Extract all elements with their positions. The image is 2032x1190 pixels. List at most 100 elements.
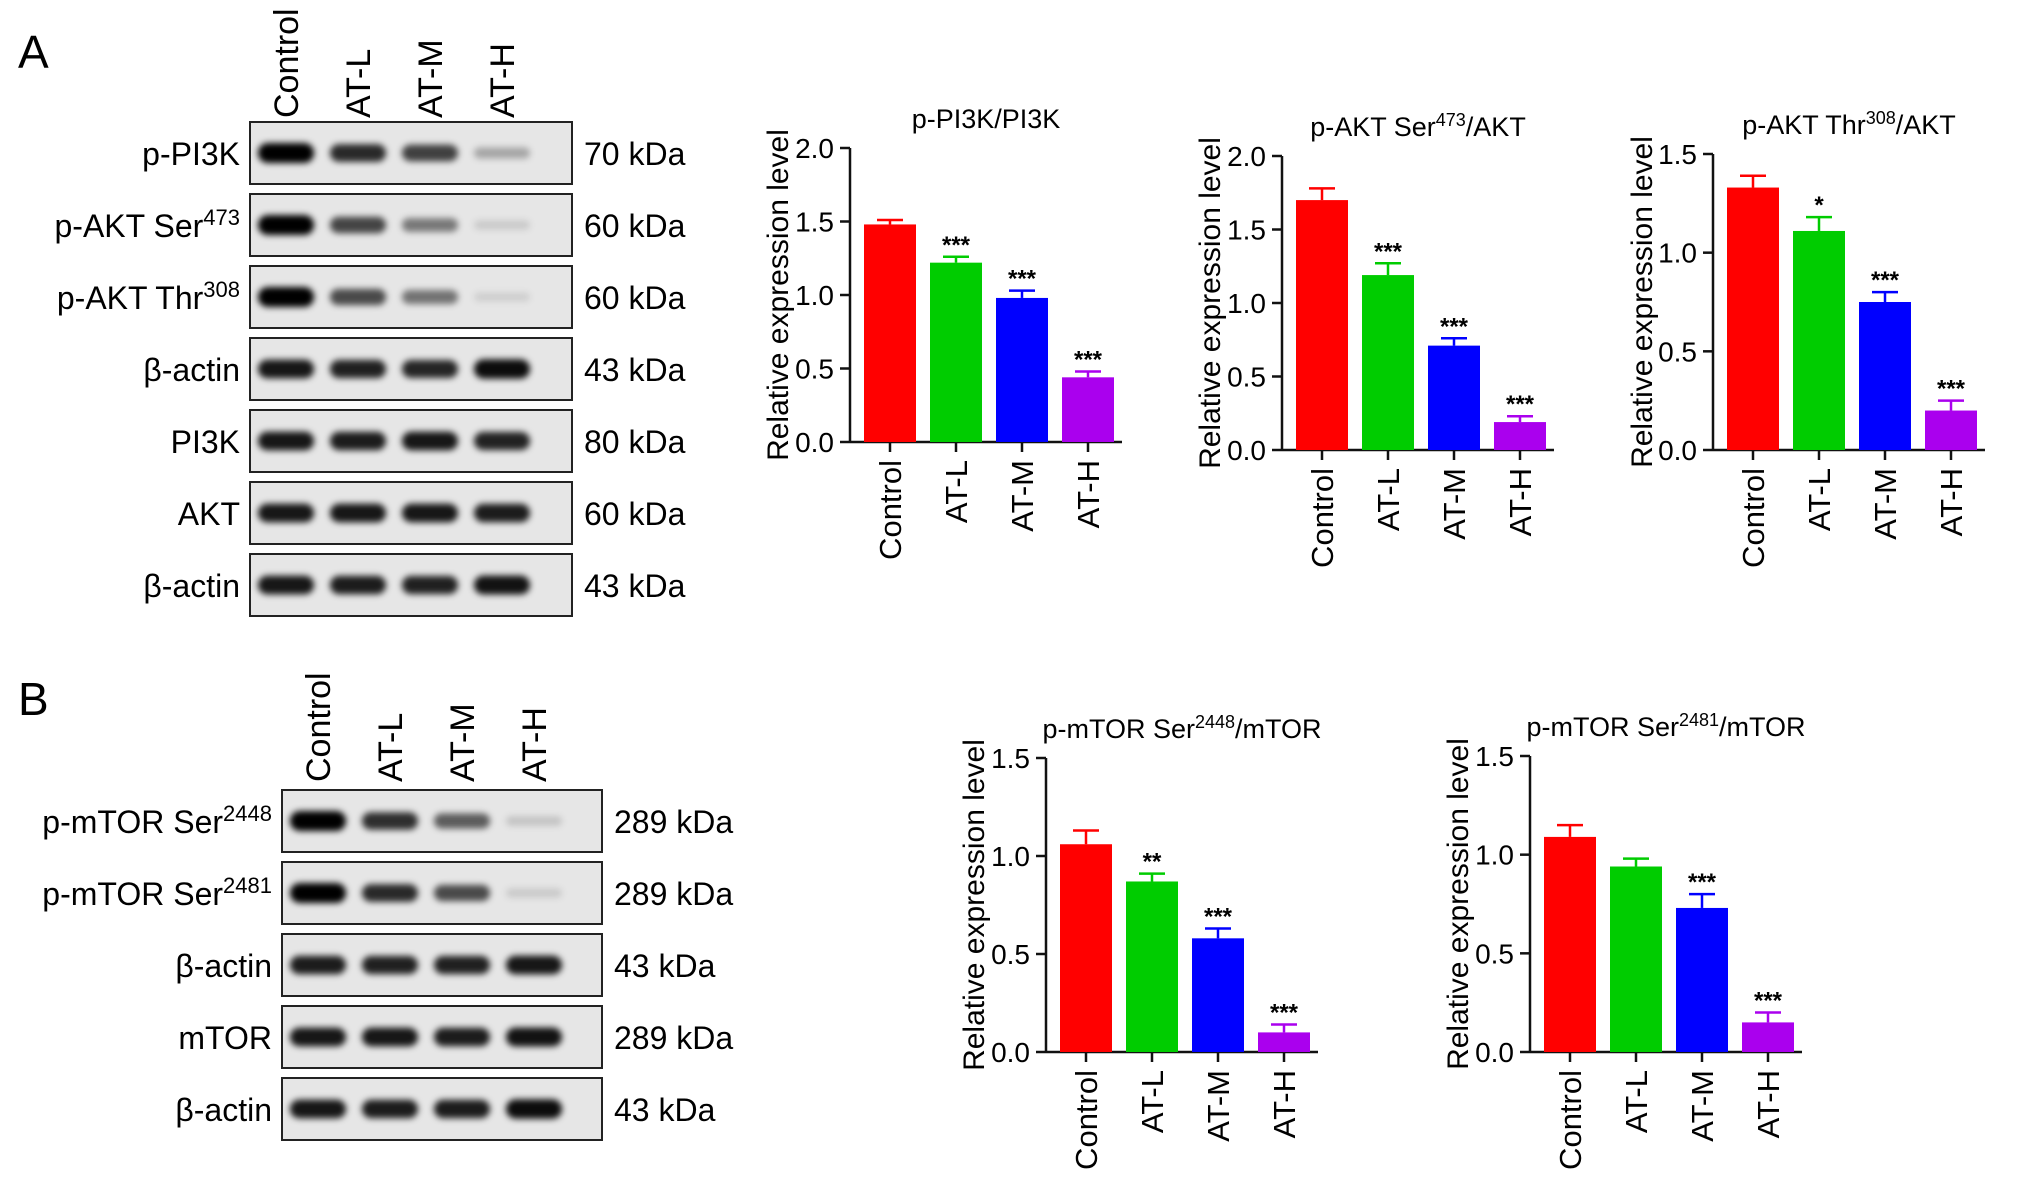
x-tick-label: AT-H (1503, 468, 1538, 536)
molecular-weight-label: 43 kDa (614, 1092, 716, 1128)
bar (1544, 836, 1596, 1052)
chart-title: p-mTOR Ser2481/mTOR (1526, 710, 1805, 742)
protein-band (289, 883, 347, 903)
y-axis-label: Relative expression level (1194, 137, 1227, 469)
y-axis-label: Relative expression level (762, 129, 795, 461)
molecular-weight-label: 289 kDa (614, 804, 733, 840)
significance-marker: *** (1440, 313, 1469, 340)
y-tick-label: 0.5 (1227, 362, 1266, 393)
protein-band (401, 290, 459, 304)
significance-marker: *** (1871, 267, 1900, 294)
significance-marker: ** (1143, 849, 1162, 876)
x-tick-label: AT-L (1802, 468, 1837, 531)
molecular-weight-label: 289 kDa (614, 876, 733, 912)
y-tick-label: 1.5 (1475, 741, 1514, 772)
molecular-weight-label: 289 kDa (614, 1020, 733, 1056)
blot-protein-label: p-PI3K (142, 136, 240, 172)
bar (1676, 907, 1728, 1052)
protein-band (329, 144, 387, 162)
y-tick-label: 1.5 (991, 743, 1030, 774)
bar-chart: p-AKT Ser473/AKT 0.0 0.5 1.0 1.5 2.0Relative … (1194, 110, 1554, 568)
y-tick-label: 1.0 (795, 280, 834, 311)
protein-band (433, 1099, 491, 1119)
lane-label: AT-H (516, 707, 554, 782)
bar (1925, 410, 1977, 450)
protein-band (329, 288, 387, 306)
x-tick-label: AT-M (1437, 468, 1472, 540)
protein-band (257, 287, 315, 307)
y-tick-label: 2.0 (795, 133, 834, 164)
blot-row: p-AKT Thr308 60 kDa (57, 265, 686, 329)
significance-marker: *** (1270, 1000, 1299, 1027)
chart-title: p-PI3K/PI3K (912, 104, 1061, 134)
protein-band (505, 1027, 563, 1047)
western-blot-panel-a: Control AT-L AT-M AT-H p-PI3K 70 kDa p-AKT Ser… (54, 8, 686, 617)
molecular-weight-label: 70 kDa (584, 136, 686, 172)
blot-protein-label: p-mTOR Ser2448 (42, 801, 272, 841)
y-tick-label: 1.5 (1227, 215, 1266, 246)
protein-band (361, 884, 419, 902)
blot-row: β-actin 43 kDa (143, 337, 686, 401)
significance-marker: *** (1688, 869, 1717, 896)
molecular-weight-label: 43 kDa (614, 948, 716, 984)
bar (1192, 938, 1244, 1052)
bar (1793, 230, 1845, 450)
protein-band (473, 147, 531, 159)
x-tick-label: AT-L (1371, 468, 1406, 531)
chart-title: p-mTOR Ser2448/mTOR (1042, 712, 1321, 744)
lane-label: AT-M (412, 39, 450, 118)
x-tick-label: AT-H (1934, 468, 1969, 536)
bar (1610, 866, 1662, 1052)
protein-band (505, 955, 563, 975)
blot-protein-label: β-actin (143, 568, 240, 604)
significance-marker: *** (942, 232, 971, 259)
blot-row: p-AKT Ser473 60 kDa (54, 193, 686, 257)
molecular-weight-label: 60 kDa (584, 280, 686, 316)
significance-marker: *** (1754, 988, 1783, 1015)
blot-row: p-mTOR Ser2448 289 kDa (42, 789, 733, 853)
protein-band (473, 292, 531, 302)
molecular-weight-label: 43 kDa (584, 568, 686, 604)
y-tick-label: 0.0 (1475, 1037, 1514, 1068)
y-tick-label: 2.0 (1227, 141, 1266, 172)
protein-band (257, 215, 315, 235)
y-axis-label: Relative expression level (1626, 136, 1659, 468)
molecular-weight-label: 43 kDa (584, 352, 686, 388)
blot-protein-label: β-actin (175, 948, 272, 984)
lane-label: Control (268, 8, 306, 118)
x-tick-label: AT-H (1751, 1070, 1786, 1138)
blot-protein-label: p-mTOR Ser2481 (42, 873, 272, 913)
protein-band (289, 1099, 347, 1119)
protein-band (505, 1099, 563, 1119)
protein-band (433, 955, 491, 975)
protein-band (473, 359, 531, 379)
western-blot-panel-b: Control AT-L AT-M AT-H p-mTOR Ser2448 289 kDa… (42, 672, 733, 1141)
protein-band (433, 813, 491, 829)
significance-marker: *** (1204, 904, 1233, 931)
blot-row: β-actin 43 kDa (175, 933, 716, 997)
bar (1859, 302, 1911, 450)
x-tick-label: AT-H (1267, 1070, 1302, 1138)
x-tick-label: AT-M (1201, 1070, 1236, 1142)
protein-band (401, 218, 459, 232)
protein-band (401, 359, 459, 379)
protein-band (473, 431, 531, 451)
bar (1126, 881, 1178, 1052)
bar-chart: p-mTOR Ser2481/mTOR 0.0 0.5 1.0 1.5Relative … (1442, 710, 1806, 1170)
molecular-weight-label: 60 kDa (584, 208, 686, 244)
protein-band (329, 503, 387, 523)
protein-band (329, 359, 387, 379)
molecular-weight-label: 60 kDa (584, 496, 686, 532)
protein-band (433, 1027, 491, 1047)
bar (1742, 1022, 1794, 1052)
protein-band (329, 575, 387, 595)
x-tick-label: AT-L (1619, 1070, 1654, 1133)
lane-label: AT-H (484, 43, 522, 118)
y-tick-label: 1.0 (1227, 288, 1266, 319)
y-tick-label: 1.5 (1658, 139, 1697, 170)
blot-protein-label: PI3K (171, 424, 240, 460)
x-tick-label: Control (1069, 1070, 1104, 1170)
